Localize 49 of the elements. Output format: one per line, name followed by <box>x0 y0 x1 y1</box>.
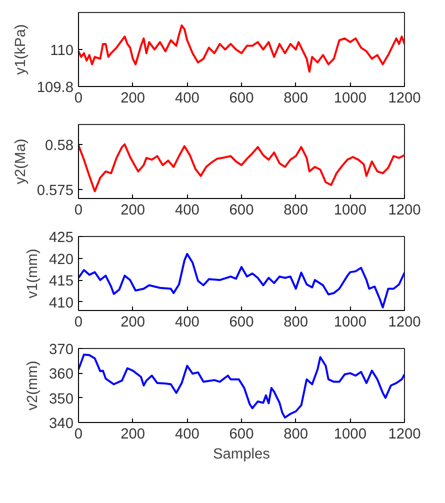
y-axis-title: y2(Ma) <box>12 138 29 184</box>
x-axis-title: Samples <box>212 446 270 462</box>
x-tick-label: 0 <box>74 426 83 442</box>
y-tick-label: 109.8 <box>36 80 74 96</box>
x-tick-label: 1000 <box>334 90 366 106</box>
x-tick-label: 200 <box>120 90 146 106</box>
x-tick-label: 1000 <box>334 426 366 442</box>
y-tick-label: 410 <box>49 295 74 312</box>
x-tick-label: 200 <box>120 314 146 330</box>
y-tick-label: 360 <box>49 366 74 383</box>
line-series <box>78 252 404 308</box>
x-tick-label: 400 <box>174 90 200 106</box>
x-tick-label: 600 <box>229 314 254 330</box>
y-tick-label: 0.575 <box>36 182 74 199</box>
y-axis-title: y1(kPa) <box>12 24 29 75</box>
x-tick-label: 1200 <box>388 314 421 330</box>
line-series <box>78 354 404 419</box>
y-tick-label: 350 <box>49 391 74 408</box>
x-tick-label: 1200 <box>388 426 421 442</box>
x-tick-label: 400 <box>174 202 200 218</box>
x-tick-label: 1000 <box>334 314 366 330</box>
x-tick-label: 0 <box>74 314 83 330</box>
x-tick-label: 400 <box>174 314 200 330</box>
x-tick-label: 0 <box>74 202 83 218</box>
y-tick-label: 340 <box>49 416 74 432</box>
x-tick-label: 1000 <box>334 202 366 218</box>
x-tick-label: 0 <box>74 90 83 106</box>
x-tick-label: 400 <box>174 426 200 442</box>
y-tick-label: 370 <box>49 342 74 358</box>
x-tick-label: 800 <box>284 426 308 442</box>
x-tick-label: 600 <box>229 202 254 218</box>
x-tick-label: 800 <box>284 90 308 106</box>
x-tick-label: 800 <box>284 202 308 218</box>
line-series <box>78 143 404 192</box>
x-tick-label: 1200 <box>388 202 421 218</box>
y-tick-label: 420 <box>49 252 74 268</box>
y-tick-label: 425 <box>49 230 74 246</box>
x-tick-label: 200 <box>120 202 146 218</box>
y-tick-label: 110 <box>50 43 74 59</box>
y-tick-label: 415 <box>49 274 74 290</box>
x-tick-label: 600 <box>229 90 254 106</box>
line-series <box>78 24 404 73</box>
x-tick-label: 1200 <box>388 90 421 106</box>
y-tick-label: 0.58 <box>44 138 74 154</box>
x-tick-label: 200 <box>120 426 146 442</box>
y-axis-title: v1(mm) <box>25 248 42 298</box>
y-axis-title: v2(mm) <box>25 360 42 410</box>
x-tick-label: 800 <box>284 314 308 330</box>
x-tick-label: 600 <box>229 426 254 442</box>
